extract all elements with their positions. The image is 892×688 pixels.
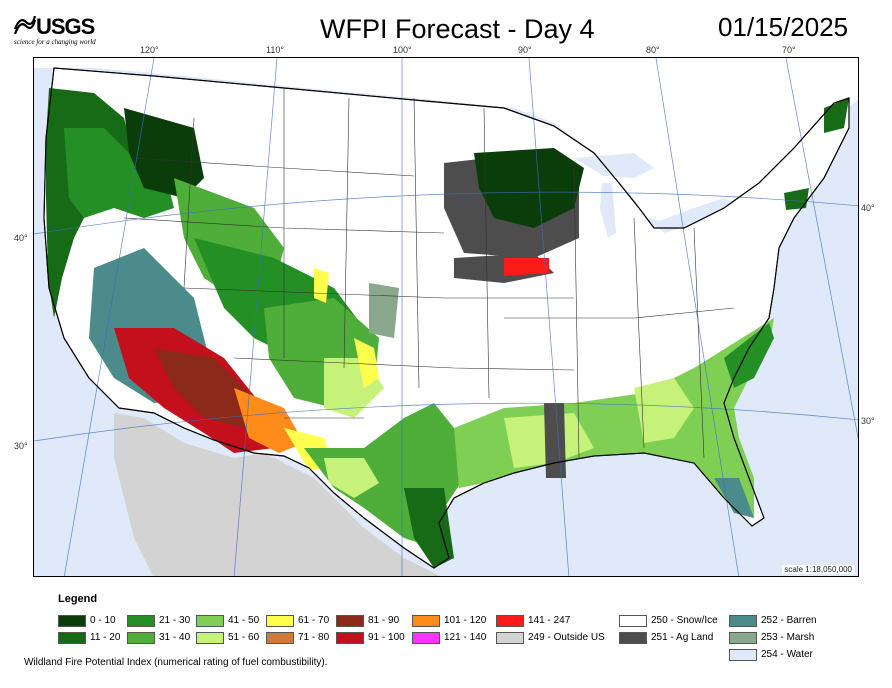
legend-label: 21 - 30 (159, 615, 191, 626)
legend-swatch (729, 632, 757, 644)
legend-swatch (58, 632, 86, 644)
latitude-label: 30° (14, 441, 28, 451)
legend-label: 252 - Barren (761, 615, 817, 626)
logo-tagline: science for a changing world (14, 38, 96, 46)
legend-swatch (619, 615, 647, 627)
legend-swatch (127, 632, 155, 644)
legend-label: 101 - 120 (444, 615, 487, 626)
wfpi-zone (634, 378, 694, 443)
wfpi-zone (404, 488, 454, 568)
legend-label: 51 - 60 (228, 632, 260, 643)
legend-title: Legend (58, 593, 98, 605)
legend-swatch (266, 615, 294, 627)
wfpi-zone (504, 258, 549, 276)
legend-swatch (266, 632, 294, 644)
longitude-label: 90° (518, 45, 532, 55)
longitude-label: 70° (782, 45, 796, 55)
lake-michigan (600, 183, 616, 238)
wfpi-map: scale 1:18,050,000 (33, 57, 859, 577)
latitude-label: 40° (861, 203, 875, 213)
wfpi-zone (64, 128, 174, 218)
wfpi-zone (324, 458, 379, 498)
mexico-land (114, 413, 440, 576)
longitude-label: 110° (266, 45, 284, 55)
latitude-label: 40° (14, 233, 28, 243)
legend-label: 251 - Ag Land (651, 632, 714, 643)
legend-swatch (729, 649, 757, 661)
legend-label: 250 - Snow/Ice (651, 615, 718, 626)
wfpi-zone (784, 188, 809, 210)
legend-label: 121 - 140 (444, 632, 487, 643)
legend-swatch (729, 615, 757, 627)
wfpi-zone (714, 478, 754, 518)
logo-text: USGS (36, 14, 95, 39)
legend-swatch (336, 632, 364, 644)
map-scale: scale 1:18,050,000 (782, 565, 854, 574)
legend-label: 0 - 10 (90, 615, 116, 626)
map-canvas (34, 58, 858, 576)
wfpi-zone (124, 108, 204, 198)
legend-swatch (412, 615, 440, 627)
legend-label: 141 - 247 (528, 615, 571, 626)
longitude-label: 100° (393, 45, 412, 55)
legend-label: 71 - 80 (298, 632, 330, 643)
legend-label: 253 - Marsh (761, 632, 815, 643)
wfpi-zone (354, 338, 379, 388)
usgs-logo: USGS science for a changing world (14, 14, 104, 48)
legend-swatch (496, 632, 524, 644)
legend-swatch (127, 615, 155, 627)
graticule (34, 58, 858, 576)
longitude-label: 120° (140, 45, 159, 55)
legend-label: 31 - 40 (159, 632, 191, 643)
legend-label: 249 - Outside US (528, 632, 605, 643)
legend-swatch (496, 615, 524, 627)
wfpi-zone (474, 148, 584, 228)
longitude-label: 80° (646, 45, 660, 55)
legend-label: 61 - 70 (298, 615, 330, 626)
wfpi-zone (544, 403, 566, 478)
legend-label: 254 - Water (761, 649, 813, 660)
us-outline (43, 67, 850, 569)
footnote: Wildland Fire Potential Index (numerical… (24, 657, 328, 668)
usgs-wave-icon (14, 16, 36, 35)
great-lakes (574, 153, 654, 178)
baja-land (126, 433, 174, 558)
legend-swatch (58, 615, 86, 627)
state-boundaries (123, 88, 735, 459)
wfpi-zone (234, 388, 304, 453)
canada-land (34, 58, 858, 223)
legend-swatch (196, 632, 224, 644)
wfpi-zone (369, 283, 399, 338)
legend-label: 91 - 100 (368, 632, 405, 643)
legend-label: 81 - 90 (368, 615, 400, 626)
legend-swatch (619, 632, 647, 644)
wfpi-zone (154, 348, 254, 428)
lake-erie-ontario (654, 198, 734, 233)
forecast-date: 01/15/2025 (718, 12, 849, 42)
latitude-label: 30° (861, 416, 875, 426)
map-title: WFPI Forecast - Day 4 (320, 14, 595, 44)
legend-swatch (336, 615, 364, 627)
legend-label: 41 - 50 (228, 615, 260, 626)
legend-label: 11 - 20 (90, 632, 121, 643)
wfpi-zone (314, 268, 329, 303)
legend-swatch (196, 615, 224, 627)
legend-swatch (412, 632, 440, 644)
